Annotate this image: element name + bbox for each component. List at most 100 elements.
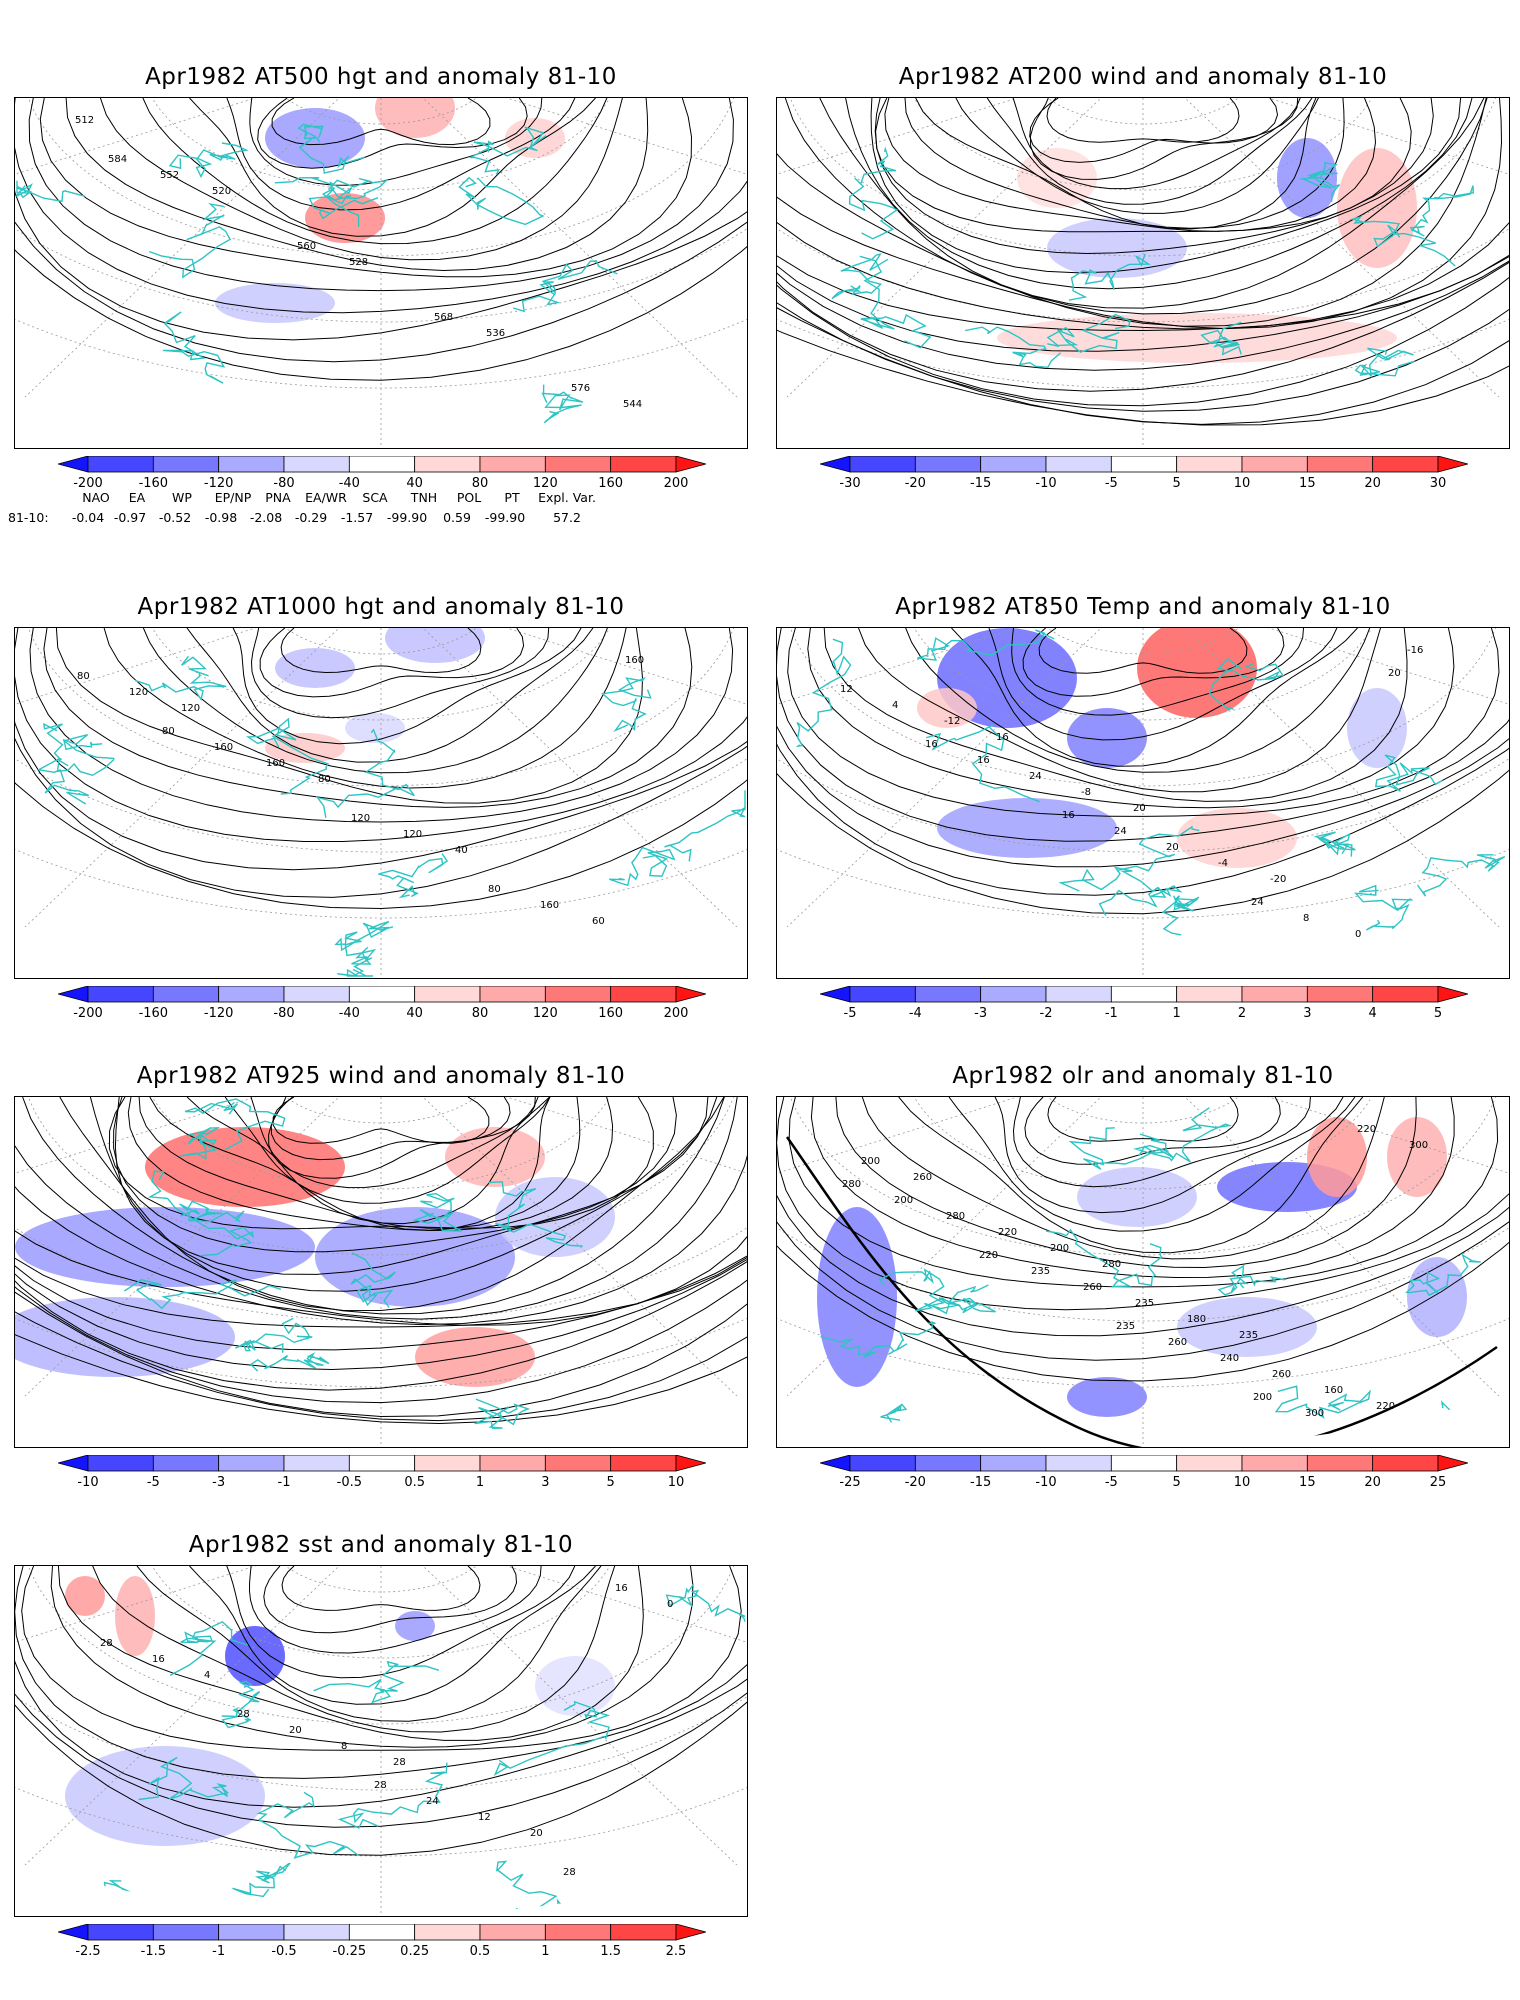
colorbar-swatch-min [56,985,89,1003]
contour-line [1047,1097,1239,1142]
contour-line [1046,98,1240,143]
coastline [350,1252,396,1308]
index-header: NAO [82,490,110,505]
coastline [917,629,1055,661]
colorbar-swatch [1110,455,1178,473]
colorbar-tick-label: -1 [212,1944,226,1959]
contour-line [777,1097,1509,1361]
contour-line [777,98,1509,332]
contour-label: 300 [1409,1140,1428,1151]
anomaly-shading [1177,808,1297,868]
coastline [1068,253,1152,301]
contour-line [149,1097,551,1231]
colorbar-swatch [87,1454,154,1472]
meridian [380,1097,747,1439]
map-frame [776,97,1510,449]
contour-line [15,1097,738,1320]
colorbar-swatch [1372,985,1439,1003]
colorbar-tick-label: -30 [839,476,861,491]
colorbar-tick-label: -10 [1035,1475,1057,1490]
colorbar-tick-label: 1 [1172,1006,1181,1021]
contour-line [15,628,747,898]
anomaly-shading [1137,628,1257,718]
contour-line [777,98,1509,407]
index-value: 57.2 [553,510,581,525]
latitude-circle [260,1566,502,1593]
contour-label: 120 [351,813,370,824]
map-frame: 28 20 0 4 8 12 16 16 20 24 28 28 28 28 [14,1565,748,1917]
map-canvas: 512 520 528 536 544 552 560 568 576 584 [15,98,747,448]
panel-title: Apr1982 AT1000 hgt and anomaly 81-10 [137,594,625,620]
contour-label: 544 [623,399,642,410]
colorbar-tick-label: -2.5 [75,1944,101,1959]
contour-line [777,98,1487,327]
map-canvas [15,1097,747,1447]
colorbar-swatch [87,455,154,473]
contour-label: 16 [996,732,1009,743]
contour-line [1012,98,1301,190]
contour-label: 80 [77,671,90,682]
colorbar-tick-label: 30 [1429,476,1447,491]
meridian [380,628,747,970]
anomaly-shading [1387,1117,1447,1197]
colorbar-tick-label: -40 [338,476,360,491]
contour-line [65,98,649,272]
contour-line [43,628,693,808]
contour-label: 24 [1114,826,1127,837]
contour-line [92,1566,616,1733]
coastline [859,255,932,349]
meridian [15,98,382,440]
colorbar: -200 -160 -120 -80 -40 40 80 120 160 200 [56,985,708,1030]
contour-label: 240 [1220,1353,1239,1364]
colorbar-tick-label: 0.5 [404,1475,425,1490]
latitude-circle [260,1097,502,1124]
colorbar-tick-label: 10 [1233,1475,1251,1490]
contour-line [819,98,1485,309]
colorbar-tick-label: 1.5 [600,1944,621,1959]
coastline [915,1297,996,1314]
coastline [1046,313,1131,353]
contour-label: 16 [152,1654,165,1665]
colorbar-swatch [348,1923,416,1941]
contour-label: 20 [289,1725,302,1736]
colorbar-tick-label: 10 [1233,476,1251,491]
colorbar-swatch-max [675,1923,708,1941]
anomaly-shading [265,733,345,763]
anomaly-shading [65,1746,265,1846]
coastline [820,1320,936,1359]
map-canvas: 120 80 40 60 120 160 120 160 80 160 120 80 160 80 [15,628,747,978]
index-header: PT [504,490,520,505]
map-canvas [777,98,1509,448]
coastline [795,638,852,748]
meridian [380,98,747,440]
colorbar-tick-label: -0.5 [336,1475,363,1490]
coastline [877,1268,989,1315]
coastline [147,1170,255,1257]
contour-line [777,98,1509,371]
colorbar: -30 -20 -15 -10 -5 5 10 15 20 30 [818,455,1470,500]
colorbar-tick-label: -3 [212,1475,226,1490]
map-canvas: 280 235 220 260 200 180 160 200 220 235 260 300 280 2… [777,1097,1509,1447]
colorbar-tick-label: 0.5 [469,1944,491,1959]
coastline [831,253,889,300]
colorbar-swatch [610,1923,677,1941]
contour-label: 568 [434,312,453,323]
contour-line [248,1566,542,1654]
coastline [74,1880,146,1915]
contour-label: 576 [571,383,590,394]
colorbar-tick-label: -20 [904,476,926,491]
colorbar-tick-label: -120 [203,476,234,491]
contour-line [142,628,608,774]
colorbar-swatch [218,455,285,473]
contour-label: 220 [1357,1124,1376,1135]
index-value: -99.90 [386,510,428,525]
contour-line [226,98,576,211]
contour-label: 200 [1253,1392,1272,1403]
contour-line [1029,98,1299,180]
meridian [777,628,1144,970]
latitude-circle [777,628,1509,853]
colorbar-swatch [544,455,612,473]
colorbar-swatches [56,455,708,473]
colorbar-tick-label: 2 [1237,1006,1247,1021]
coastline [1313,831,1356,857]
